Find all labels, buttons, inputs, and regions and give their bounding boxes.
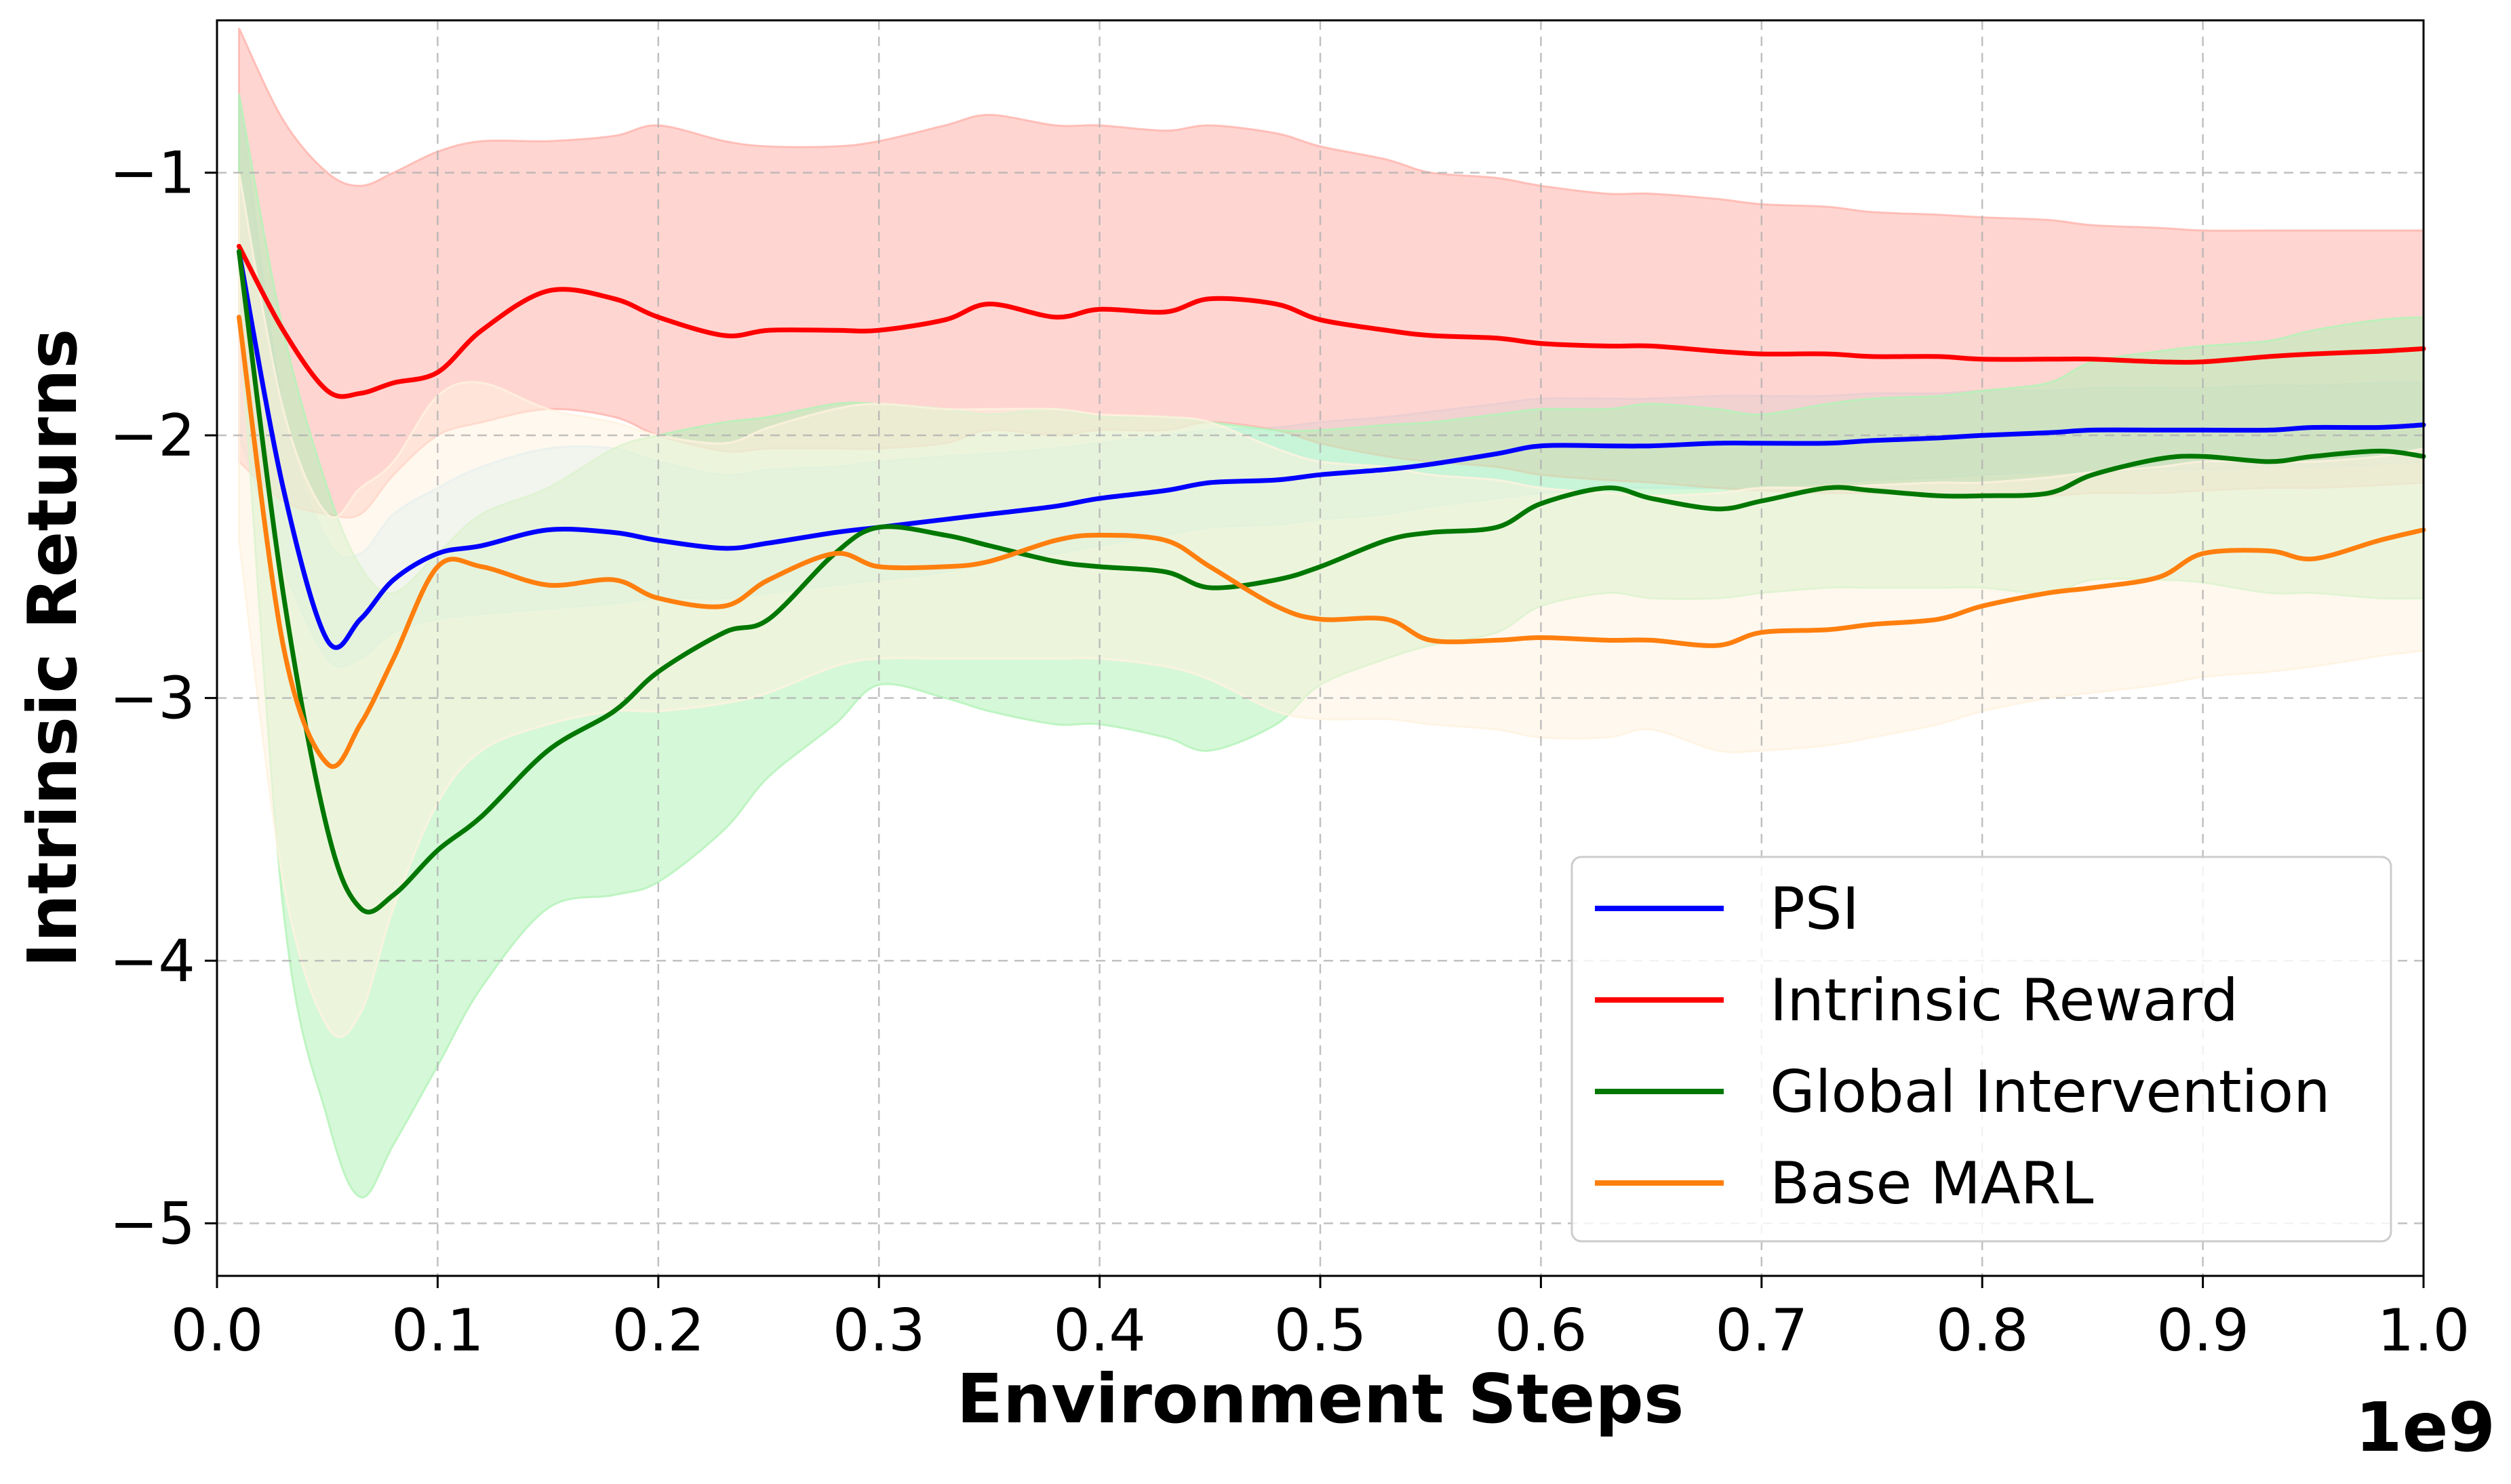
series-line-global-intervention bbox=[237, 249, 2426, 915]
x-tick-label: 1.0 bbox=[2377, 1297, 2470, 1365]
series-line-psi bbox=[237, 249, 2426, 650]
x-tick-label: 0.3 bbox=[833, 1297, 926, 1365]
x-tick-label: 0.5 bbox=[1274, 1297, 1367, 1365]
legend-label-intrinsic-reward: Intrinsic Reward bbox=[1770, 967, 2238, 1035]
x-tick-label: 0.6 bbox=[1495, 1297, 1587, 1365]
y-tick-label: −4 bbox=[109, 927, 195, 995]
x-tick-label: 0.4 bbox=[1053, 1297, 1146, 1365]
x-tick-label: 0.0 bbox=[171, 1297, 264, 1365]
legend-label-base-marl: Base MARL bbox=[1770, 1150, 2094, 1218]
series-line-intrinsic-reward bbox=[237, 243, 2426, 399]
series-lines bbox=[237, 243, 2426, 915]
y-tick-label: −3 bbox=[109, 665, 195, 733]
x-tick-label: 0.7 bbox=[1715, 1297, 1808, 1365]
legend-label-global-intervention: Global Intervention bbox=[1770, 1058, 2331, 1126]
legend: PSI Intrinsic Reward Global Intervention… bbox=[1570, 856, 2392, 1243]
legend-entry-base-marl: Base MARL bbox=[1595, 1150, 2094, 1218]
legend-entry-psi: PSI bbox=[1595, 875, 1859, 943]
legend-label-psi: PSI bbox=[1770, 875, 1859, 943]
y-tick-label: −5 bbox=[109, 1190, 195, 1258]
x-tick-label: 0.1 bbox=[391, 1297, 484, 1365]
x-axis-title: Environment Steps bbox=[957, 1359, 1684, 1439]
x-tick-label: 0.9 bbox=[2156, 1297, 2249, 1365]
legend-entry-intrinsic-reward: Intrinsic Reward bbox=[1595, 967, 2238, 1035]
y-tick-label: −2 bbox=[109, 402, 195, 470]
x-axis-ticks: 0.0 0.1 0.2 0.3 0.4 0.5 0.6 0.7 0.8 0.9 1.0 bbox=[171, 1276, 2470, 1365]
y-tick-label: −1 bbox=[109, 140, 195, 207]
x-tick-label: 0.8 bbox=[1936, 1297, 2029, 1365]
x-axis-offset-label: 1e9 bbox=[2355, 1388, 2495, 1467]
legend-entry-global-intervention: Global Intervention bbox=[1595, 1058, 2331, 1126]
series-line-base-marl bbox=[237, 315, 2426, 769]
legend-frame bbox=[1570, 856, 2392, 1243]
x-tick-label: 0.2 bbox=[612, 1297, 705, 1365]
y-axis-title: Intrinsic Returns bbox=[13, 329, 92, 968]
y-axis-ticks: −5 −4 −3 −2 −1 bbox=[109, 140, 217, 1258]
